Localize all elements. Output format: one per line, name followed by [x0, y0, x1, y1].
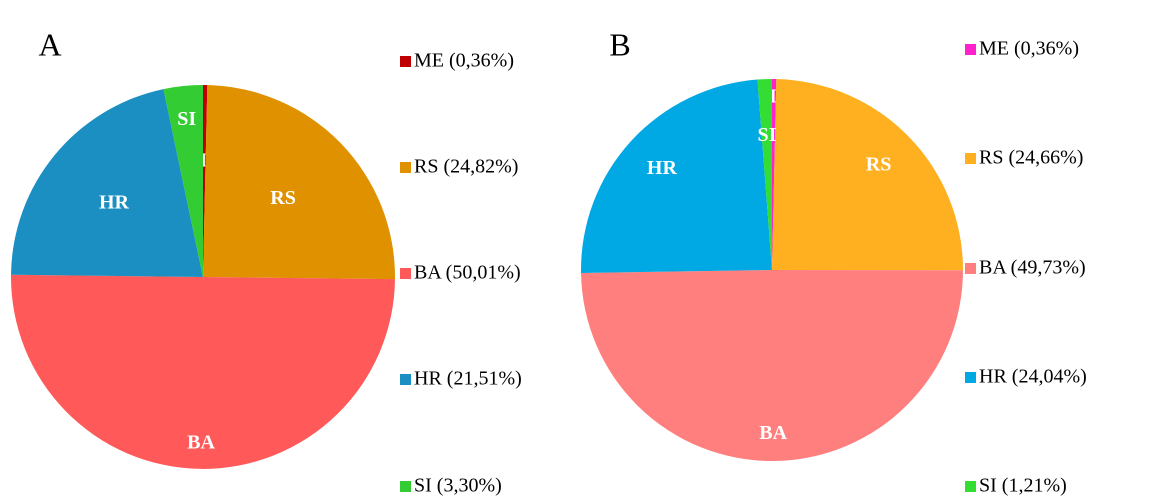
- pie-slice: [163, 85, 203, 277]
- slice-label: RS: [866, 154, 892, 176]
- slice-label: HR: [647, 157, 678, 179]
- legend-swatch: [965, 44, 976, 55]
- legend-label: ME (0,36%): [414, 50, 514, 72]
- legend-swatch: [400, 481, 411, 492]
- legend-swatch: [965, 372, 976, 383]
- legend-swatch: [400, 268, 411, 279]
- slice-label: BA: [759, 422, 787, 444]
- legend-label: BA (49,73%): [979, 257, 1086, 279]
- legend-label: BA (50,01%): [414, 262, 521, 284]
- pie-slice: [11, 274, 395, 469]
- slice-label: RS: [270, 187, 296, 209]
- pie-slice: [581, 270, 963, 462]
- pie-slice: [772, 79, 963, 271]
- legend-swatch: [400, 162, 411, 173]
- legend-label: SI (1,21%): [979, 475, 1067, 497]
- pie-slice: [772, 79, 777, 270]
- legend-label: SI (3,30%): [414, 475, 502, 497]
- legend-swatch: [965, 263, 976, 274]
- slice-label: BA: [187, 432, 215, 454]
- legend-swatch: [965, 153, 976, 164]
- pie-slice: [581, 79, 772, 274]
- slice-label: SI: [177, 108, 196, 130]
- legend-label: HR (21,51%): [414, 368, 522, 390]
- pie-slice: [757, 79, 772, 270]
- slice-label: SI: [757, 124, 776, 146]
- legend-label: RS (24,66%): [979, 147, 1083, 169]
- chart-title: A: [38, 26, 61, 62]
- legend-swatch: [400, 56, 411, 67]
- slice-label: HR: [99, 191, 130, 213]
- pie-slice: [11, 89, 203, 278]
- legend-swatch: [400, 374, 411, 385]
- pie-slice: [203, 85, 208, 277]
- legend-label: HR (24,04%): [979, 366, 1087, 388]
- chart-title: B: [609, 26, 630, 62]
- legend-label: RS (24,82%): [414, 156, 518, 178]
- legend-swatch: [965, 481, 976, 492]
- legend-label: ME (0,36%): [979, 38, 1079, 60]
- pie-slice: [203, 85, 396, 280]
